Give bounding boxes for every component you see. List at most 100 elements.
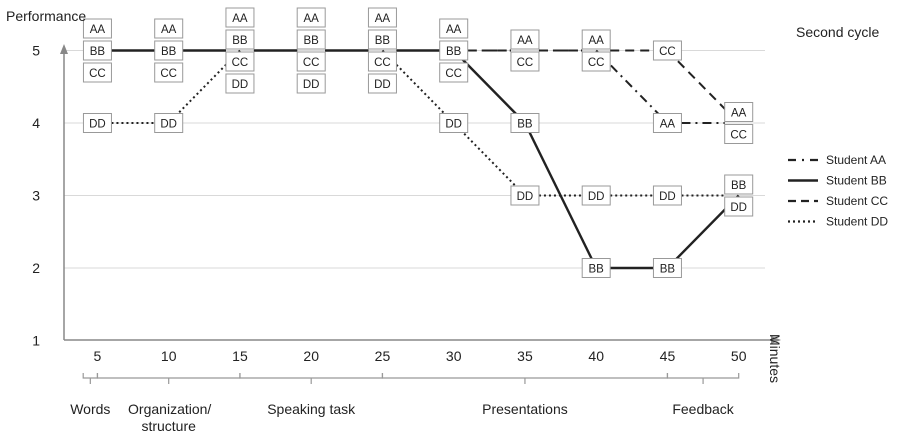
phase-bracket <box>381 373 669 384</box>
x-axis-label: Minutes <box>767 334 783 383</box>
point-label-dd: DD <box>232 79 249 91</box>
point-label-bb: BB <box>589 264 605 276</box>
point-box-cc <box>82 62 112 83</box>
point-label-dd: DD <box>659 191 676 203</box>
point-label-cc: CC <box>517 57 534 69</box>
point-label-bb: BB <box>731 180 747 192</box>
point-box-cc <box>581 51 611 72</box>
x-tick-label: 5 <box>94 348 102 364</box>
student-aa-line-segment <box>595 49 669 124</box>
x-tick-label: 25 <box>375 348 391 364</box>
point-label-dd: DD <box>89 119 106 131</box>
point-label-aa: AA <box>446 24 462 36</box>
point-box-bb <box>154 40 184 61</box>
point-label-bb: BB <box>161 46 177 58</box>
point-label-aa: AA <box>232 13 248 25</box>
point-box-dd <box>154 113 184 133</box>
point-label-cc: CC <box>303 57 320 69</box>
point-box-cc <box>652 40 682 61</box>
legend-label-student-dd: Student DD <box>826 215 888 229</box>
legend-label-student-aa: Student AA <box>826 153 886 167</box>
point-label-cc: CC <box>374 57 391 69</box>
phase-label: Presentations <box>482 401 568 417</box>
point-box-aa <box>581 29 611 50</box>
point-box-dd <box>652 185 682 206</box>
point-label-cc: CC <box>89 68 106 80</box>
point-box-cc <box>510 51 540 72</box>
point-label-cc: CC <box>659 46 676 58</box>
phase-label: Speaking task <box>267 401 356 417</box>
point-label-dd: DD <box>517 191 534 203</box>
data-point-boxes: AA BB CC AA BB CC AA BB CC DD AA BB CC DD AA BB CC DD AA BB… <box>82 7 754 278</box>
point-box-dd <box>225 73 255 94</box>
point-label-aa: AA <box>375 13 391 25</box>
x-tick-label: 30 <box>446 348 462 364</box>
point-label-aa: AA <box>731 108 747 120</box>
point-box-aa <box>724 102 754 122</box>
x-tick-label: 50 <box>731 348 747 364</box>
point-label-bb: BB <box>304 35 320 47</box>
point-label-bb: BB <box>375 35 391 47</box>
point-label-cc: CC <box>232 57 249 69</box>
phase-label: Words <box>70 401 110 417</box>
phase-bracket <box>82 373 99 384</box>
point-box-dd <box>367 73 397 94</box>
point-box-cc <box>724 124 754 144</box>
series-lines <box>111 49 740 270</box>
phase-bracket <box>666 373 740 384</box>
point-box-aa <box>154 18 184 39</box>
point-box-cc <box>154 62 184 83</box>
point-box-aa <box>82 18 112 39</box>
point-label-aa: AA <box>304 13 320 25</box>
point-label-bb: BB <box>90 46 106 58</box>
point-label-aa: AA <box>660 119 676 131</box>
point-box-aa <box>439 18 469 39</box>
y-tick-label: 4 <box>32 115 40 131</box>
point-label-bb: BB <box>517 119 533 131</box>
legend-label-student-cc: Student CC <box>826 194 888 208</box>
axes <box>60 44 781 344</box>
point-label-dd: DD <box>445 119 462 131</box>
legend: Student AA Student BB Student CC Student DD <box>788 153 888 229</box>
point-label-dd: DD <box>160 119 177 131</box>
point-label-bb: BB <box>232 35 248 47</box>
y-axis-label: Performance <box>6 8 86 24</box>
point-box-bb <box>581 258 611 278</box>
y-axis-arrow-icon <box>60 44 68 54</box>
phase-bracket <box>96 373 241 384</box>
y-tick-label: 2 <box>32 260 40 276</box>
point-box-aa <box>225 7 255 28</box>
point-label-aa: AA <box>517 35 533 47</box>
x-tick-label: 15 <box>232 348 248 364</box>
point-label-dd: DD <box>374 79 391 91</box>
point-label-bb: BB <box>660 264 676 276</box>
point-label-dd: DD <box>588 191 605 203</box>
point-label-aa: AA <box>90 24 106 36</box>
x-tick-label: 40 <box>588 348 604 364</box>
point-box-cc <box>296 51 326 72</box>
point-box-aa <box>652 113 682 133</box>
point-box-cc <box>225 51 255 72</box>
student-cc-line-segment <box>666 49 740 124</box>
point-box-dd <box>724 196 754 217</box>
x-tick-label: 45 <box>660 348 676 364</box>
x-tick-label: 35 <box>517 348 533 364</box>
point-box-dd <box>296 73 326 94</box>
point-label-dd: DD <box>303 79 320 91</box>
chart-title: Second cycle <box>796 24 879 40</box>
point-box-dd <box>439 113 469 133</box>
y-tick-label: 5 <box>32 43 40 59</box>
point-label-cc: CC <box>588 57 605 69</box>
y-tick-label: 1 <box>32 333 40 349</box>
point-label-cc: CC <box>160 68 177 80</box>
legend-label-student-bb: Student BB <box>826 174 887 188</box>
y-tick-labels: 1 2 3 4 5 <box>32 43 40 349</box>
point-label-cc: CC <box>730 130 747 142</box>
phase-label: Feedback <box>672 401 734 417</box>
y-tick-label: 3 <box>32 188 40 204</box>
point-box-aa <box>296 7 326 28</box>
point-label-cc: CC <box>445 68 462 80</box>
x-tick-label: 10 <box>161 348 177 364</box>
point-label-aa: AA <box>589 35 605 47</box>
